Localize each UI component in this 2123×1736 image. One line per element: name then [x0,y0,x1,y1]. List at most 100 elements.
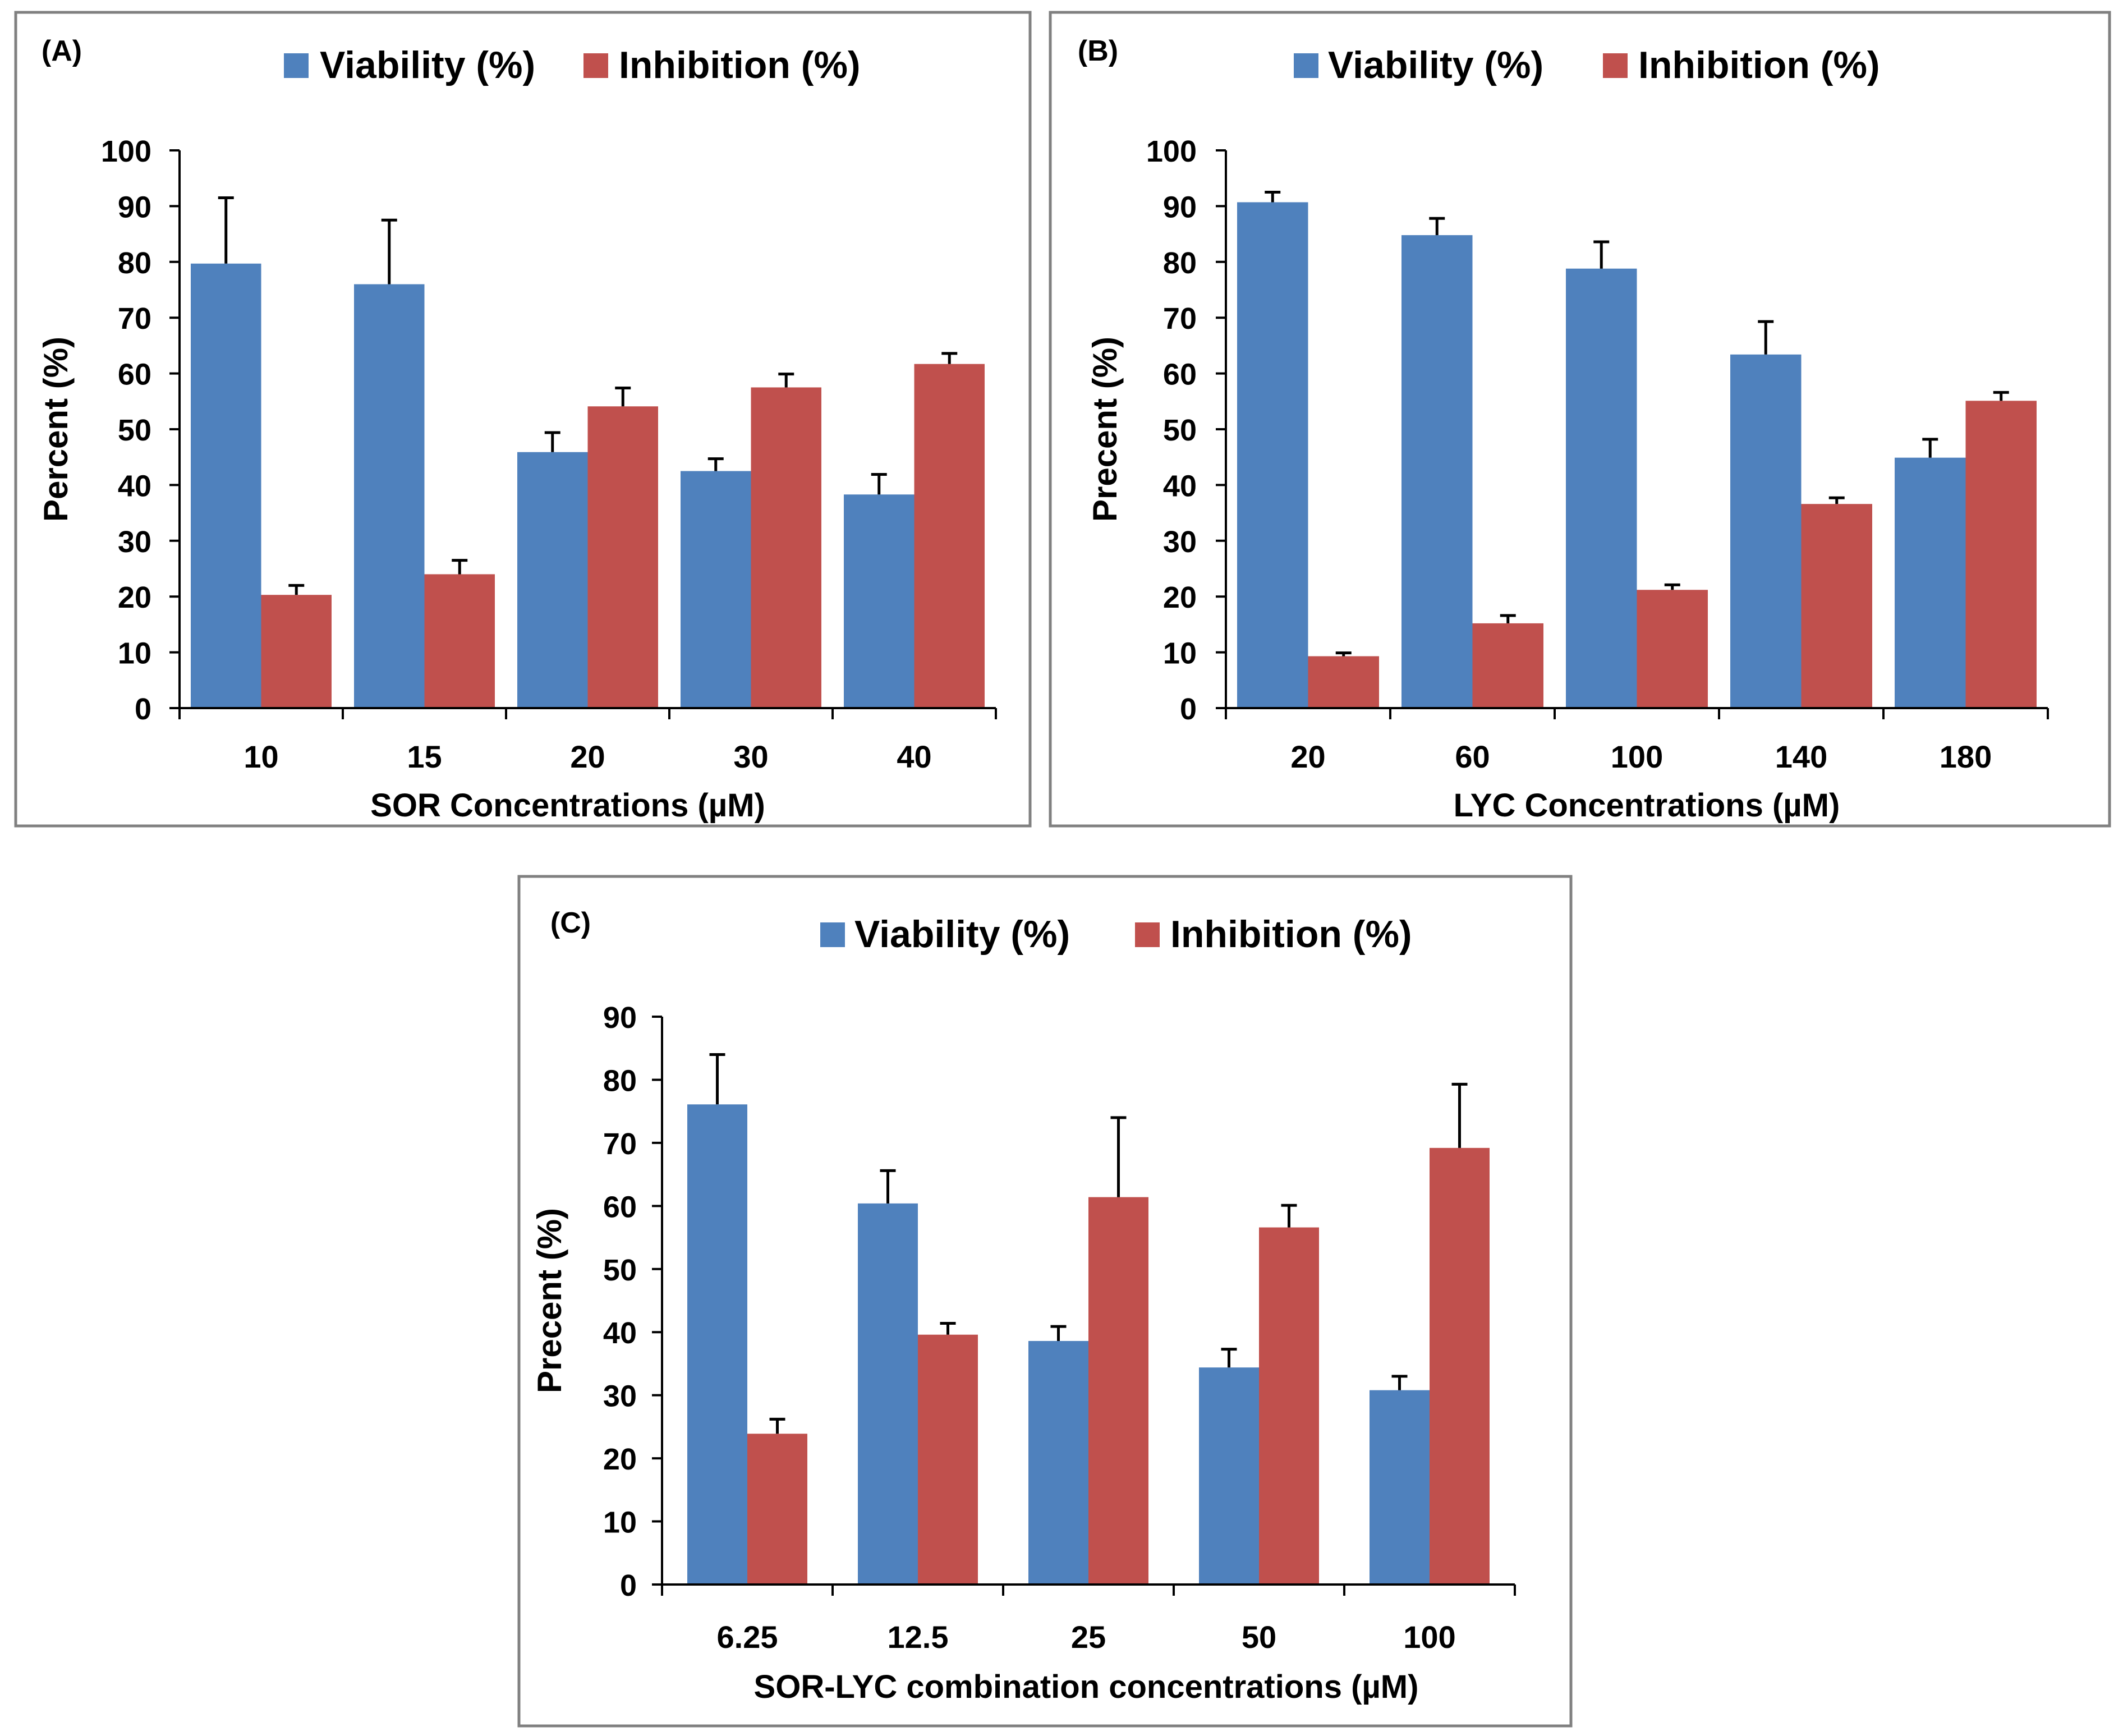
bar-inhibition [914,364,985,708]
y-tick-label: 80 [1163,246,1197,280]
y-tick-label: 90 [1163,190,1197,224]
y-tick-label: 10 [603,1506,637,1540]
y-tick-label: 30 [603,1380,637,1413]
y-tick-label: 20 [603,1443,637,1476]
bar-viability [354,284,425,708]
y-tick-label: 40 [118,469,151,503]
x-tick-label: 60 [1455,739,1490,774]
y-tick-label: 0 [1180,692,1197,726]
y-tick-label: 90 [118,190,151,224]
y-tick-label: 10 [1163,637,1197,670]
bar-inhibition [1088,1197,1148,1585]
x-tick-label: 40 [897,739,931,774]
legend-label: Viability (%) [854,913,1070,956]
chart-panel-0: (A) Viability (%) Inhibition (%) 0 10 20 30 40 5… [14,11,1032,828]
bar-viability [681,471,751,708]
x-tick-label: 15 [407,739,442,774]
legend-swatch [820,922,845,947]
y-tick-label: 90 [603,1001,637,1035]
y-tick-label: 80 [118,246,151,280]
bar-inhibition [587,406,658,708]
legend-swatch [1135,922,1160,947]
bar-viability [517,452,588,708]
panel-border [1049,11,2111,828]
bar-inhibition [1259,1227,1319,1585]
bar-inhibition [1308,656,1379,708]
x-tick-label: 12.5 [888,1619,949,1655]
panel-label: (B) [1078,35,1118,67]
bar-viability [687,1104,747,1585]
x-tick-label: 25 [1071,1619,1106,1655]
chart-panel-1: (B) Viability (%) Inhibition (%) 0 10 20 30 40 5… [1049,11,2111,828]
x-tick-label: 20 [570,739,605,774]
bar-inhibition [918,1334,978,1585]
x-tick-label: 180 [1940,739,1992,774]
legend-swatch [284,53,309,78]
legend-swatch [1294,53,1318,78]
bar-inhibition [424,574,495,708]
panel-border [517,875,1573,1728]
y-tick-label: 70 [118,302,151,336]
legend-label: Inhibition (%) [1170,913,1412,956]
bar-viability [1895,457,1966,708]
x-axis-title: LYC Concentrations (µM) [1454,787,1840,824]
bar-viability [858,1203,918,1585]
y-tick-label: 0 [620,1569,637,1602]
y-tick-label: 50 [118,414,151,447]
bar-inhibition [751,387,821,708]
y-tick-label: 100 [101,135,151,168]
y-tick-label: 60 [603,1190,637,1224]
y-tick-label: 70 [603,1127,637,1161]
x-tick-label: 6.25 [717,1619,778,1655]
y-tick-label: 80 [603,1064,637,1097]
bar-inhibition [1801,504,1872,708]
legend-label: Viability (%) [320,44,535,86]
bar-viability [1730,354,1802,708]
y-tick-label: 60 [1163,358,1197,392]
y-tick-label: 70 [1163,302,1197,336]
x-tick-label: 50 [1242,1619,1276,1655]
y-tick-label: 0 [135,692,151,726]
bar-viability [1237,202,1308,708]
bar-inhibition [747,1434,807,1585]
x-axis-title: SOR-LYC combination concentrations (µM) [754,1669,1419,1705]
y-axis-title: Percent (%) [37,337,75,522]
bar-inhibition [1472,623,1543,708]
x-tick-label: 30 [733,739,768,774]
y-axis-title: Precent (%) [531,1208,568,1393]
bar-viability [191,263,261,709]
bar-viability [1566,268,1637,708]
y-tick-label: 100 [1146,135,1197,168]
y-tick-label: 60 [118,358,151,392]
bar-inhibition [261,595,332,708]
bar-viability [1028,1340,1088,1585]
y-tick-label: 10 [118,637,151,670]
bar-inhibition [1965,401,2037,708]
y-tick-label: 30 [118,525,151,559]
chart-panel-2: (C) Viability (%) Inhibition (%) 0 10 20 30 40 5… [517,875,1573,1728]
y-tick-label: 20 [1163,581,1197,614]
x-tick-label: 140 [1775,739,1827,774]
panel-border [14,11,1032,828]
panel-label: (A) [42,35,82,67]
legend-label: Inhibition (%) [1638,44,1880,86]
bar-viability [1370,1390,1430,1585]
legend-label: Viability (%) [1328,44,1543,86]
x-axis-title: SOR Concentrations (µM) [370,787,765,824]
x-tick-label: 100 [1403,1619,1455,1655]
bar-inhibition [1637,590,1708,708]
bar-viability [1401,235,1473,708]
y-tick-label: 40 [1163,469,1197,503]
y-tick-label: 50 [1163,414,1197,447]
y-axis-title: Precent (%) [1086,337,1124,522]
x-tick-label: 20 [1290,739,1325,774]
y-tick-label: 40 [603,1316,637,1350]
bar-inhibition [1430,1147,1490,1585]
y-tick-label: 20 [118,581,151,614]
x-tick-label: 10 [243,739,278,774]
legend-label: Inhibition (%) [619,44,861,86]
y-tick-label: 50 [603,1253,637,1287]
legend-swatch [583,53,608,78]
y-tick-label: 30 [1163,525,1197,559]
legend-swatch [1603,53,1628,78]
